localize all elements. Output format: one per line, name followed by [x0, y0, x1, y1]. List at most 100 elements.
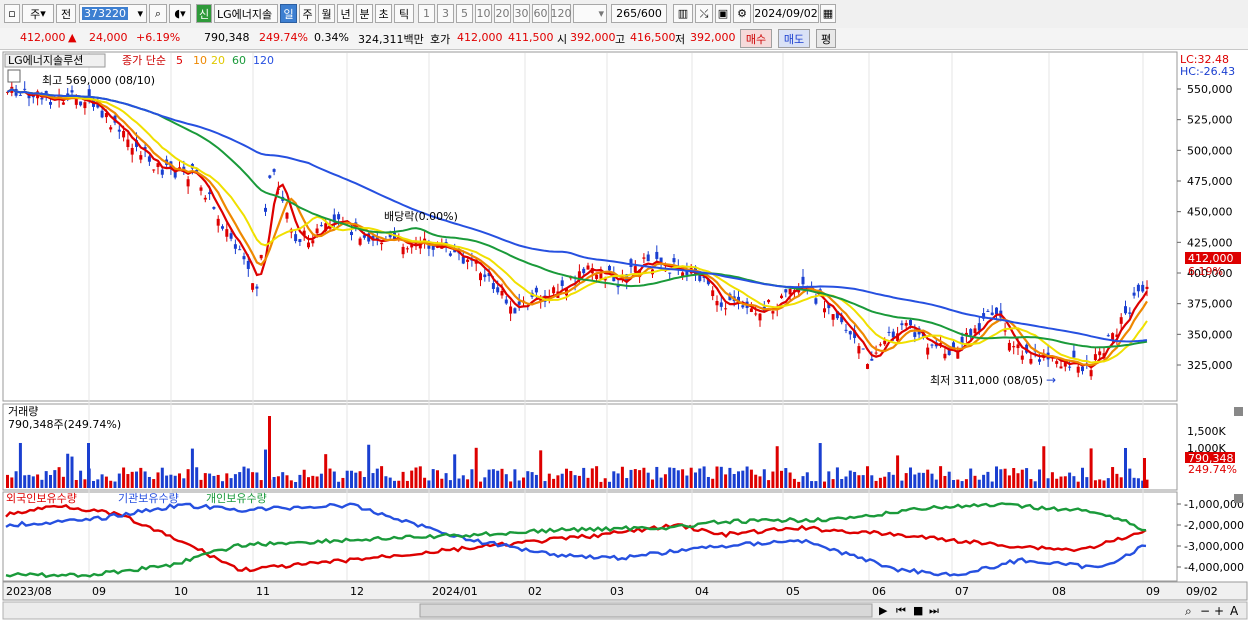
volume-bar — [362, 477, 366, 488]
volume-bar — [1106, 478, 1110, 488]
volume-bar — [861, 475, 865, 488]
volume-bar — [384, 476, 388, 488]
volume-bar — [324, 454, 328, 488]
save-icon[interactable]: ▣ — [715, 4, 731, 23]
date-input[interactable]: 2024/09/02 — [753, 4, 819, 23]
open-label: 시 — [557, 33, 568, 46]
volume-bar — [891, 474, 895, 488]
data-count-input[interactable]: 265/600 — [611, 4, 667, 23]
interval-20[interactable]: 20 — [494, 4, 511, 23]
volume-bar — [453, 454, 457, 488]
candle-body — [771, 311, 775, 314]
candle-body — [298, 239, 302, 243]
stock-chart[interactable]: LG에너지솔루션 종가 단순 5 10 20 60 120 최고 569,000… — [0, 50, 1248, 620]
low-label: 저 — [675, 33, 686, 46]
volume-bar — [92, 480, 95, 488]
panel-menu-icon[interactable] — [7, 69, 21, 83]
interval-30[interactable]: 30 — [513, 4, 530, 23]
volume-bar — [397, 480, 401, 488]
x-axis-label: 08 — [1052, 585, 1066, 598]
period-year[interactable]: 년 — [337, 4, 354, 23]
period-tick[interactable]: 틱 — [394, 4, 414, 23]
price-panel — [2, 51, 1178, 402]
candle-body — [294, 234, 298, 242]
holdings-lines — [5, 502, 1147, 579]
sell-button[interactable]: 매도 — [778, 29, 810, 48]
volume-bar — [315, 476, 319, 488]
flow-tick-label: -1,000,000 — [1184, 498, 1244, 511]
font-size-icon[interactable]: A — [1230, 604, 1239, 618]
flow-close-icon[interactable] — [1234, 494, 1243, 503]
zoom-in-icon[interactable]: + — [1214, 604, 1224, 618]
candle-body — [1012, 346, 1016, 348]
stock-code-input[interactable]: 373220 ▾ — [79, 4, 147, 23]
volume-bar — [251, 472, 255, 488]
zoom-icon[interactable]: ⌕ — [1185, 604, 1192, 618]
chart-type-icon[interactable]: ▥ — [673, 4, 693, 23]
volume-bar — [1059, 476, 1063, 488]
zoom-out-icon[interactable]: − — [1200, 604, 1210, 618]
interval-60[interactable]: 60 — [532, 4, 549, 23]
stop-icon[interactable]: ■ — [913, 604, 923, 617]
volume-bar — [964, 479, 968, 488]
speaker-icon[interactable]: ◖▾ — [169, 4, 191, 23]
volume-bar — [1016, 473, 1020, 488]
volume-bar — [706, 476, 710, 488]
window-icon[interactable]: ▫ — [4, 4, 20, 23]
period-second[interactable]: 초 — [375, 4, 392, 23]
candle-body — [977, 323, 981, 331]
volume-bar — [857, 475, 861, 488]
volume-close-icon[interactable] — [1234, 407, 1243, 416]
volume-bar — [668, 467, 672, 488]
interval-3[interactable]: 3 — [437, 4, 454, 23]
volume-bar — [311, 475, 315, 488]
scroll-end-icon[interactable]: ⏭ — [929, 604, 939, 617]
volume-bar — [40, 479, 44, 488]
candle-body — [152, 169, 156, 171]
grid-lines — [88, 53, 1144, 580]
candle-body — [104, 113, 108, 118]
candle-body — [706, 278, 710, 285]
interval-1[interactable]: 1 — [418, 4, 435, 23]
period-day[interactable]: 일 — [280, 4, 297, 23]
max-note: 최고 569,000 (08/10) — [42, 74, 155, 87]
volume-bar — [1033, 481, 1037, 488]
evaluate-button[interactable]: 평 — [816, 29, 836, 48]
interval-select[interactable]: ▾ — [573, 4, 607, 23]
interval-120[interactable]: 120 — [551, 4, 572, 23]
mode-select[interactable]: 주 ▾ — [22, 4, 54, 23]
ask-price: 412,000 — [457, 31, 503, 44]
draw-tool-icon[interactable]: ⤯ — [695, 4, 713, 23]
candle-body — [1145, 286, 1149, 289]
volume-bar — [685, 475, 689, 488]
volume-bar — [573, 475, 577, 488]
volume-bar — [139, 467, 143, 488]
volume-bar — [367, 444, 371, 488]
scroll-thumb[interactable] — [419, 603, 873, 618]
volume-bar — [126, 474, 130, 488]
volume-bar — [109, 480, 113, 488]
candle-body — [990, 312, 994, 316]
period-month[interactable]: 월 — [318, 4, 335, 23]
volume-bar — [711, 478, 715, 488]
interval-10[interactable]: 10 — [475, 4, 492, 23]
candle-body — [603, 278, 607, 281]
volume-bar — [612, 471, 616, 488]
volume-bar — [152, 479, 156, 488]
volume-bar — [259, 480, 263, 488]
search-icon[interactable]: ⌕ — [149, 4, 167, 23]
interval-5[interactable]: 5 — [456, 4, 473, 23]
gear-icon[interactable]: ⚙ — [733, 4, 751, 23]
prev-button[interactable]: 전 — [56, 4, 76, 23]
period-minute[interactable]: 분 — [356, 4, 373, 23]
buy-button[interactable]: 매수 — [740, 29, 772, 48]
scroll-right-icon[interactable]: ▶ — [879, 604, 888, 617]
period-week[interactable]: 주 — [299, 4, 316, 23]
candle-body — [1081, 366, 1084, 372]
price-tick-label: 525,000 — [1187, 114, 1233, 127]
candle-body — [285, 212, 289, 219]
scroll-start-icon[interactable]: ⏮ — [896, 604, 906, 617]
candle-body — [659, 257, 663, 263]
calendar-icon[interactable]: ▦ — [820, 4, 836, 23]
chart-title-box — [4, 53, 106, 68]
